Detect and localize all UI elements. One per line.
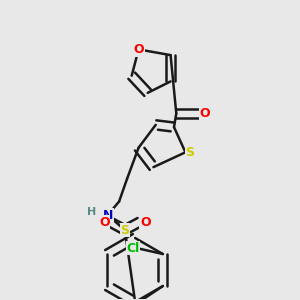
Text: O: O [140,215,151,229]
Text: S: S [120,224,129,236]
Text: O: O [200,107,210,120]
Text: O: O [99,215,110,229]
Text: S: S [185,146,194,159]
Text: O: O [133,43,144,56]
Text: Cl: Cl [127,242,140,255]
Text: N: N [103,209,113,222]
Text: H: H [87,207,96,217]
